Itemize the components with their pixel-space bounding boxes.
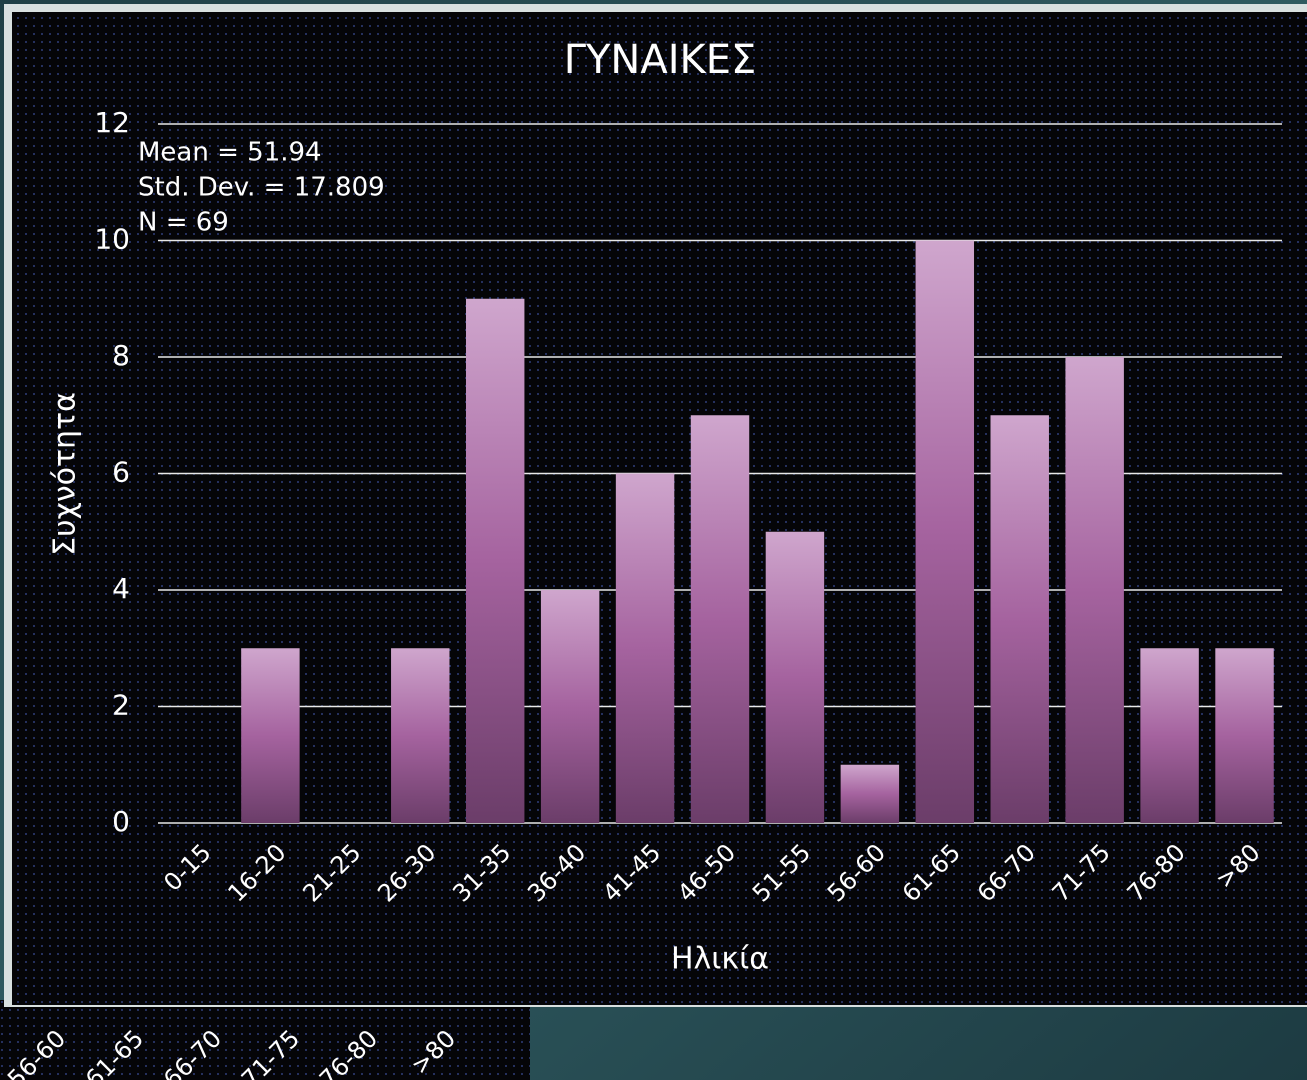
bar xyxy=(540,590,600,823)
y-tick-label: 4 xyxy=(112,572,130,605)
bar xyxy=(765,531,825,823)
annotation: N = 69 xyxy=(138,208,229,238)
bar xyxy=(1065,357,1124,823)
annotation: Std. Dev. = 17.809 xyxy=(138,173,385,203)
bar xyxy=(690,415,750,823)
bar xyxy=(1140,648,1199,823)
chart-title: ΓΥΝΑΙΚΕΣ xyxy=(564,37,757,83)
bar xyxy=(615,473,675,823)
bar xyxy=(990,415,1049,823)
bar xyxy=(840,764,900,823)
bar xyxy=(915,240,975,823)
y-axis-label: Συχνότητα xyxy=(48,392,83,556)
x-axis-label: Ηλικία xyxy=(671,942,769,977)
y-tick-label: 0 xyxy=(112,805,130,838)
y-tick-label: 10 xyxy=(94,223,130,256)
bar xyxy=(391,648,450,823)
bar xyxy=(241,648,300,823)
y-tick-label: 6 xyxy=(112,456,130,489)
y-tick-label: 2 xyxy=(112,689,130,722)
behind-chart xyxy=(0,1000,530,1080)
bar xyxy=(1215,648,1274,823)
annotation: Mean = 51.94 xyxy=(138,138,322,168)
y-tick-label: 8 xyxy=(112,339,130,372)
bar xyxy=(465,298,525,823)
y-tick-label: 12 xyxy=(94,106,130,139)
